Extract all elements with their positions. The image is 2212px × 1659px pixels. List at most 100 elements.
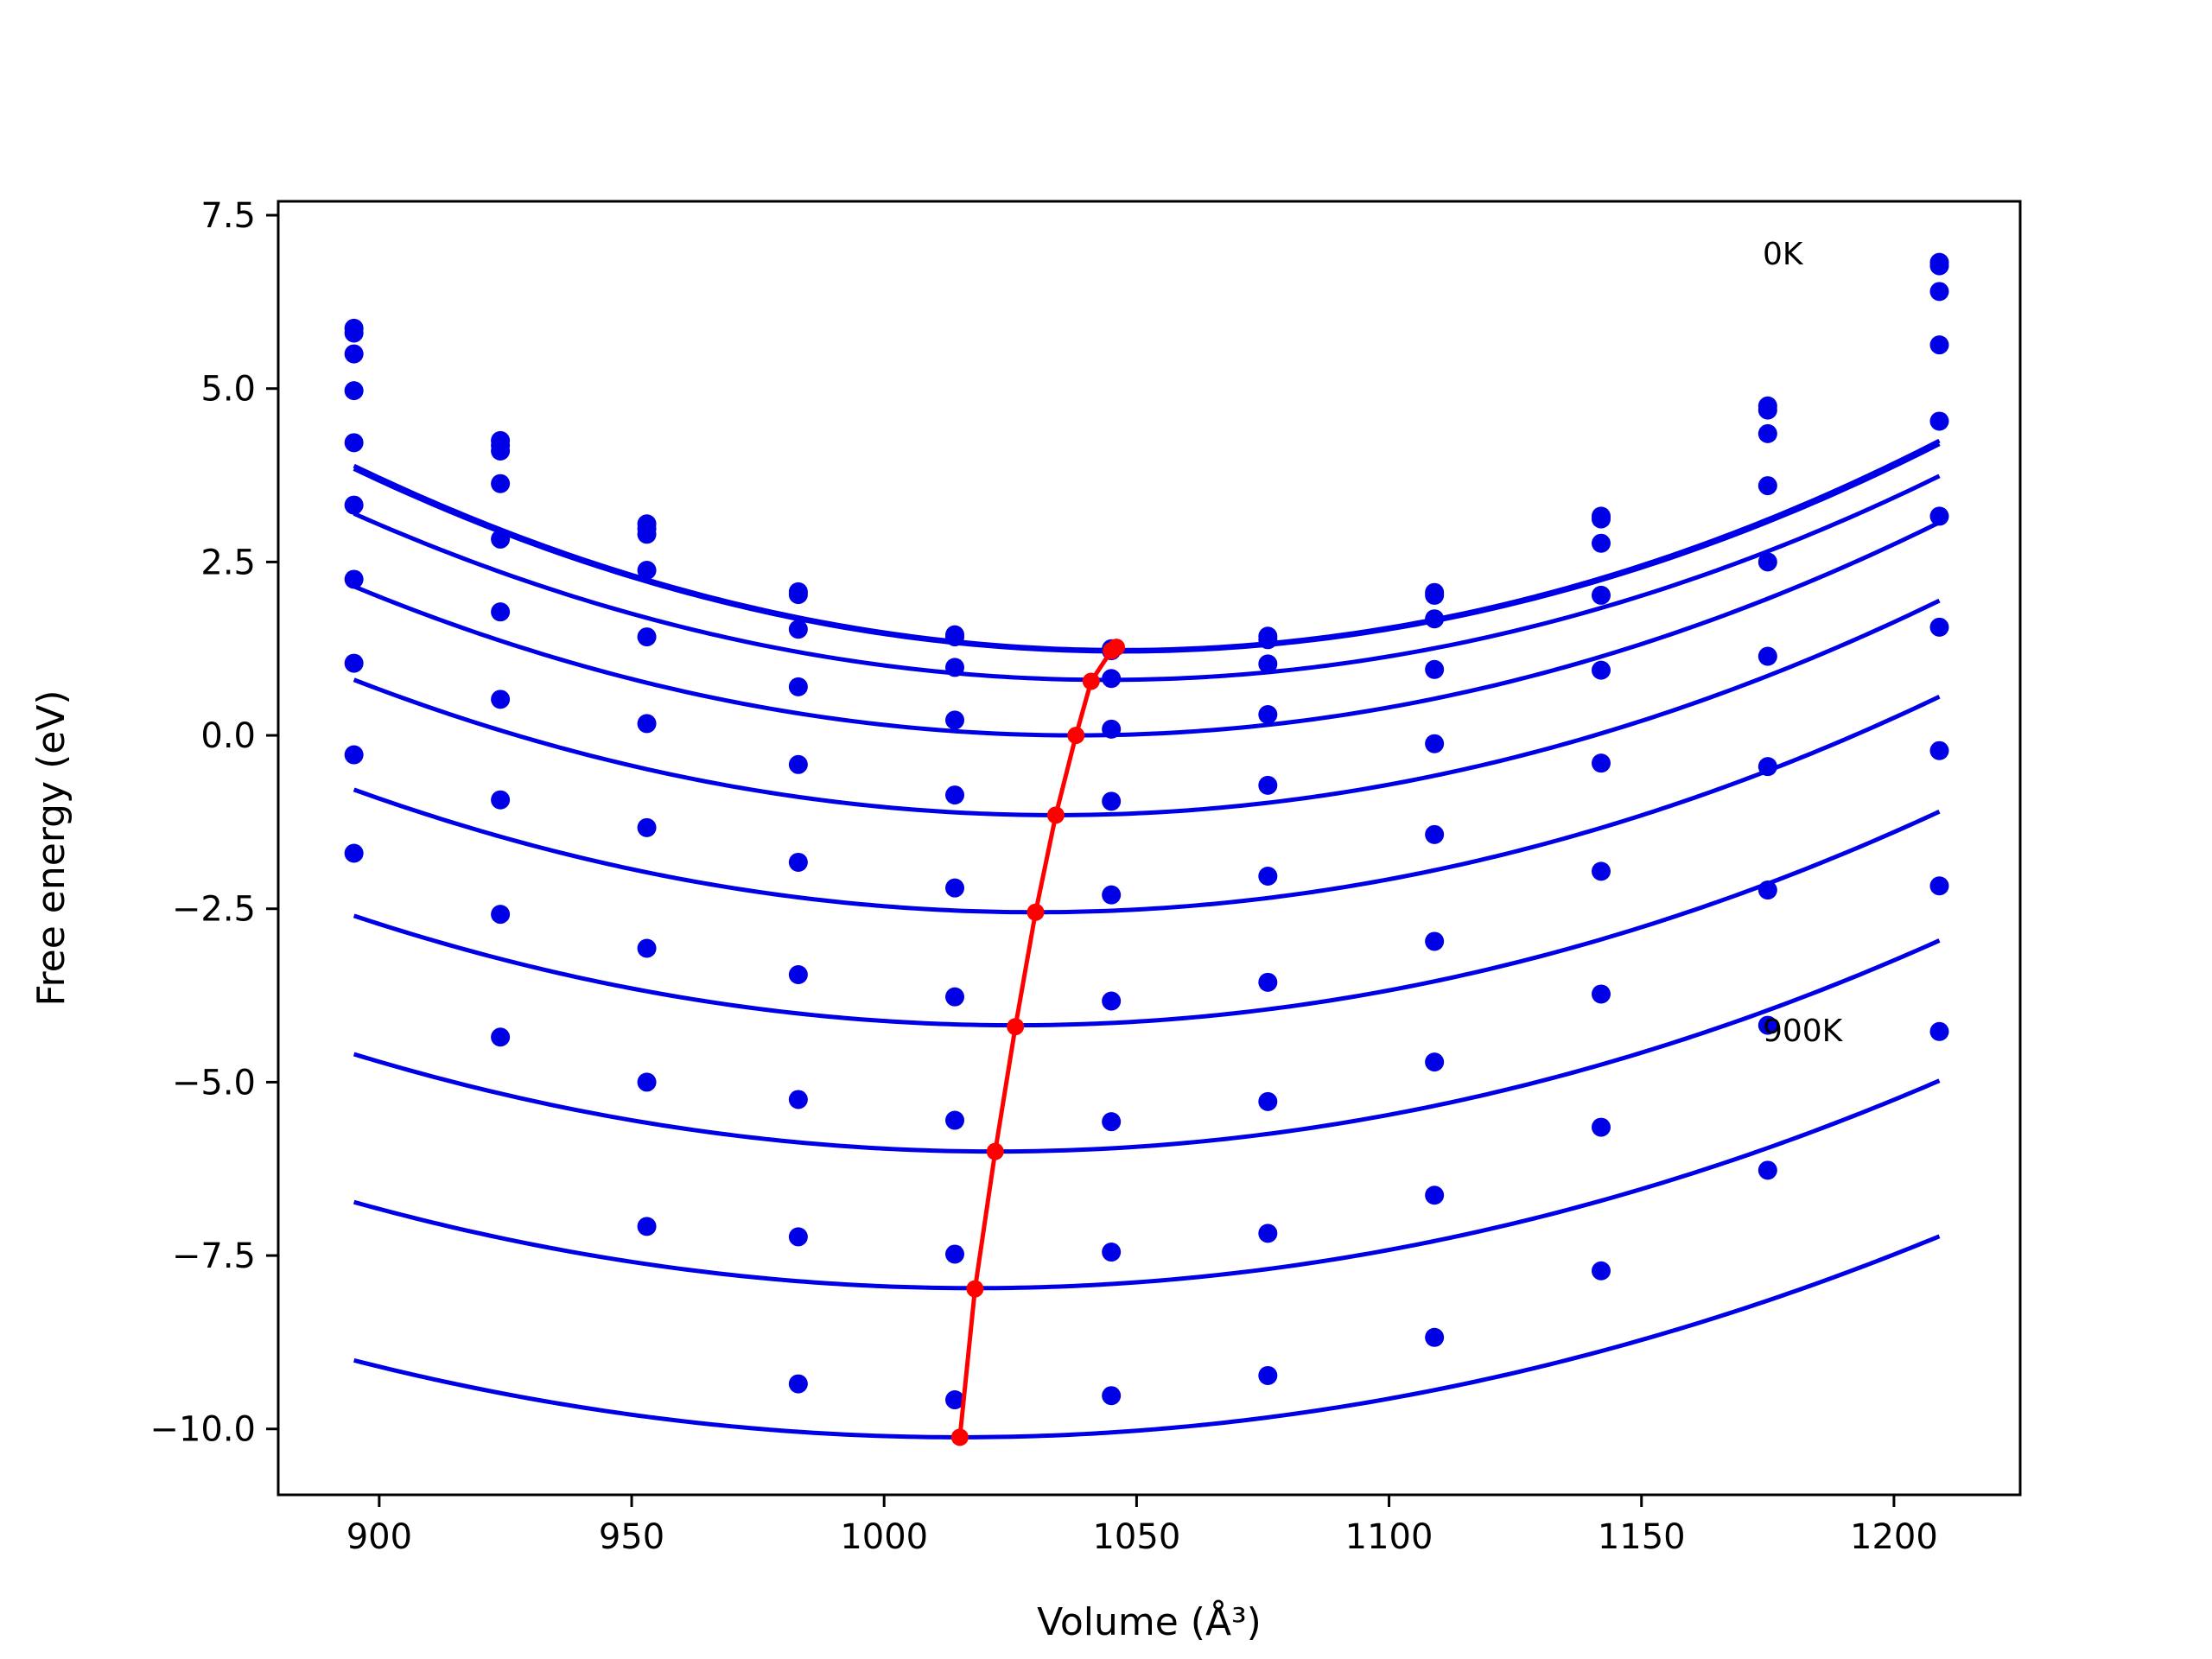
data-point-s4-2 [637,627,657,647]
data-point-s8-1 [491,905,511,925]
data-point-s2-7 [1425,609,1445,629]
data-point-s3-8 [1591,585,1611,605]
data-point-s8-9 [1758,1015,1777,1035]
data-point-s7-8 [1591,984,1611,1004]
data-point-s8-4 [945,1244,965,1264]
data-point-s5-9 [1758,646,1777,666]
y-tick-label: −10.0 [149,1410,256,1450]
y-axis-title: Free energy (eV) [29,690,73,1006]
data-point-s3-1 [491,474,511,493]
data-point-s2-6 [1258,654,1278,674]
data-point-s5-1 [491,602,511,622]
data-point-s2-0 [344,344,364,364]
data-point-s6-7 [1425,931,1445,951]
data-point-s2-10 [1929,282,1949,302]
fit-curve-7 [353,938,1941,1154]
data-point-s7-4 [945,1110,965,1130]
data-point-s3-6 [1258,704,1278,724]
data-point-s8-0 [344,745,364,765]
data-point-s4-6 [1258,775,1278,795]
fit-curve-2 [353,474,1941,683]
data-point-s4-10 [1929,411,1949,431]
data-point-s5-4 [945,878,965,898]
data-point-s8-2 [637,1072,657,1092]
data-point-s2-3 [788,620,808,639]
minima-point-5 [1027,903,1045,921]
data-point-s1-3 [788,585,808,605]
data-point-s4-5 [1102,791,1122,811]
data-point-s7-3 [788,1090,808,1109]
data-point-s3-5 [1102,719,1122,739]
data-point-s9-3 [788,1374,808,1394]
minima-point-4 [1046,806,1065,824]
fit-curve-9 [353,1234,1941,1440]
x-tick-label: 1000 [840,1517,928,1557]
fit-curve-4 [353,598,1941,817]
data-point-s9-10 [1929,1021,1949,1041]
data-point-s5-3 [788,852,808,872]
data-point-s9-4 [945,1390,965,1410]
y-tick-label: −2.5 [172,890,256,930]
fit-curve-5 [353,695,1941,915]
data-point-s1-10 [1929,256,1949,276]
x-tick-label: 1100 [1345,1517,1433,1557]
minima-line [957,645,1118,1438]
minima-point-3 [1067,727,1085,745]
fit-curve-1 [353,442,1941,654]
fit-curves [353,438,1941,1440]
minima-path [950,639,1126,1446]
data-point-s7-10 [1929,741,1949,760]
data-point-s6-0 [344,569,364,589]
annotations: 0K 900K [1763,237,1844,1049]
data-point-s1-7 [1425,585,1445,605]
data-point-s9-1 [491,1027,511,1047]
data-point-s3-2 [637,561,657,581]
data-point-s7-9 [1758,880,1777,900]
data-point-s9-6 [1258,1365,1278,1385]
data-point-s8-3 [788,1227,808,1247]
data-point-s4-4 [945,785,965,805]
y-tick-label: 7.5 [200,196,256,236]
data-point-s5-7 [1425,824,1445,844]
data-point-s7-5 [1102,1112,1122,1132]
data-point-s3-10 [1929,335,1949,355]
data-point-s5-0 [344,495,364,515]
data-points [344,252,1949,1410]
data-point-s9-7 [1425,1327,1445,1347]
minima-point-6 [1007,1018,1025,1036]
fit-curve-6 [353,810,1941,1028]
data-point-s6-3 [788,964,808,984]
data-point-s1-6 [1258,630,1278,650]
data-point-s4-7 [1425,734,1445,753]
y-tick-label: 2.5 [200,543,256,582]
data-point-s5-2 [637,714,657,734]
x-tick-label: 900 [346,1517,412,1557]
x-tick-label: 1050 [1092,1517,1180,1557]
data-point-s2-1 [491,441,511,461]
data-point-s2-8 [1591,533,1611,553]
data-point-s9-9 [1758,1160,1777,1180]
annotation-0: 0K [1763,237,1804,272]
data-point-s9-8 [1591,1261,1611,1281]
data-point-s3-9 [1758,476,1777,496]
data-point-s6-2 [637,817,657,837]
data-point-s8-7 [1425,1185,1445,1205]
fit-curve-8 [353,1078,1941,1291]
data-point-s7-2 [637,938,657,958]
minima-point-8 [966,1280,984,1298]
y-tick-label: −7.5 [172,1236,256,1276]
data-point-s5-10 [1929,506,1949,526]
fit-curve-3 [353,520,1941,738]
minima-point-1 [1103,642,1121,660]
data-point-s5-5 [1102,885,1122,905]
data-point-s4-0 [344,433,364,453]
data-point-s6-4 [945,987,965,1007]
annotation-1: 900K [1763,1014,1844,1049]
data-point-s8-10 [1929,876,1949,896]
data-point-s3-7 [1425,659,1445,679]
y-tick-label: −5.0 [172,1063,256,1103]
y-tick-label: 0.0 [200,716,256,756]
data-point-s5-8 [1591,753,1611,773]
